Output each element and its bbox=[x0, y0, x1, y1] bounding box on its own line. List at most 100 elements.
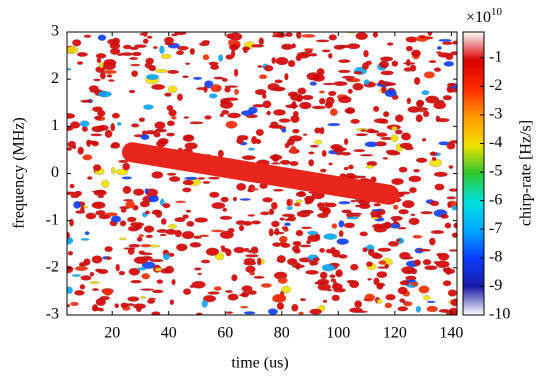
texture bbox=[233, 246, 246, 254]
texture bbox=[119, 220, 127, 227]
texture bbox=[397, 286, 408, 295]
texture bbox=[268, 228, 274, 237]
texture bbox=[356, 175, 367, 179]
texture bbox=[70, 121, 81, 129]
texture bbox=[295, 199, 303, 203]
texture bbox=[309, 81, 317, 86]
texture bbox=[129, 57, 139, 61]
texture bbox=[328, 34, 337, 41]
texture bbox=[382, 111, 390, 118]
texture bbox=[276, 32, 286, 38]
texture bbox=[67, 286, 73, 294]
texture bbox=[221, 247, 230, 253]
texture bbox=[344, 108, 355, 114]
texture bbox=[194, 217, 208, 223]
texture bbox=[74, 265, 88, 271]
texture bbox=[295, 32, 302, 39]
texture bbox=[390, 134, 399, 142]
texture bbox=[271, 220, 280, 228]
texture bbox=[247, 214, 256, 217]
texture bbox=[122, 185, 132, 194]
texture bbox=[370, 176, 377, 183]
texture bbox=[416, 99, 425, 107]
texture bbox=[176, 243, 188, 252]
texture bbox=[79, 284, 86, 290]
texture bbox=[290, 145, 297, 154]
texture bbox=[424, 265, 438, 271]
texture bbox=[128, 89, 136, 94]
texture bbox=[385, 294, 396, 301]
texture bbox=[382, 157, 389, 160]
texture bbox=[97, 90, 112, 98]
texture bbox=[67, 46, 79, 54]
texture bbox=[143, 225, 155, 233]
x-tick-label: 40 bbox=[161, 325, 177, 342]
colorbar-tick-label: -3 bbox=[489, 106, 502, 123]
texture bbox=[373, 118, 388, 124]
texture bbox=[364, 293, 376, 302]
texture bbox=[329, 108, 338, 117]
texture bbox=[337, 69, 351, 74]
texture bbox=[314, 127, 322, 134]
texture bbox=[140, 295, 146, 299]
texture bbox=[453, 222, 457, 229]
texture bbox=[92, 288, 99, 292]
texture bbox=[140, 243, 152, 248]
texture bbox=[354, 300, 363, 309]
texture bbox=[233, 68, 239, 77]
texture bbox=[104, 246, 113, 253]
texture bbox=[355, 204, 361, 208]
texture bbox=[391, 126, 398, 131]
texture bbox=[74, 290, 85, 296]
texture bbox=[360, 129, 367, 132]
texture bbox=[201, 299, 208, 308]
texture bbox=[442, 95, 453, 101]
texture bbox=[166, 172, 177, 176]
texture bbox=[430, 230, 445, 235]
texture bbox=[211, 202, 226, 210]
texture bbox=[99, 307, 104, 312]
texture bbox=[243, 311, 256, 315]
texture bbox=[321, 49, 331, 53]
texture bbox=[376, 271, 388, 278]
texture bbox=[250, 44, 265, 48]
texture bbox=[409, 64, 417, 72]
texture bbox=[280, 242, 291, 248]
texture bbox=[271, 153, 280, 163]
texture bbox=[213, 76, 224, 80]
texture bbox=[426, 305, 438, 313]
texture bbox=[408, 217, 420, 226]
texture bbox=[350, 263, 359, 271]
texture bbox=[415, 305, 422, 313]
texture bbox=[433, 171, 448, 177]
texture bbox=[367, 248, 375, 257]
texture bbox=[80, 205, 85, 213]
texture bbox=[71, 145, 77, 150]
texture bbox=[434, 183, 445, 191]
texture bbox=[308, 151, 315, 155]
texture bbox=[141, 261, 156, 269]
texture bbox=[268, 208, 275, 216]
texture bbox=[293, 202, 301, 207]
texture bbox=[362, 247, 368, 253]
texture bbox=[193, 235, 202, 239]
texture bbox=[347, 88, 353, 94]
texture bbox=[297, 191, 306, 196]
texture bbox=[427, 32, 433, 36]
texture bbox=[167, 69, 180, 75]
texture bbox=[145, 234, 154, 239]
texture bbox=[236, 137, 244, 145]
texture bbox=[210, 84, 222, 93]
texture bbox=[305, 270, 319, 275]
texture bbox=[129, 46, 139, 51]
texture bbox=[210, 64, 220, 70]
texture bbox=[413, 168, 420, 173]
texture bbox=[146, 298, 156, 304]
texture bbox=[80, 238, 90, 241]
texture bbox=[225, 54, 234, 60]
texture bbox=[219, 215, 233, 220]
texture bbox=[421, 90, 430, 96]
texture bbox=[403, 301, 413, 307]
texture bbox=[154, 128, 168, 133]
texture bbox=[250, 246, 259, 254]
